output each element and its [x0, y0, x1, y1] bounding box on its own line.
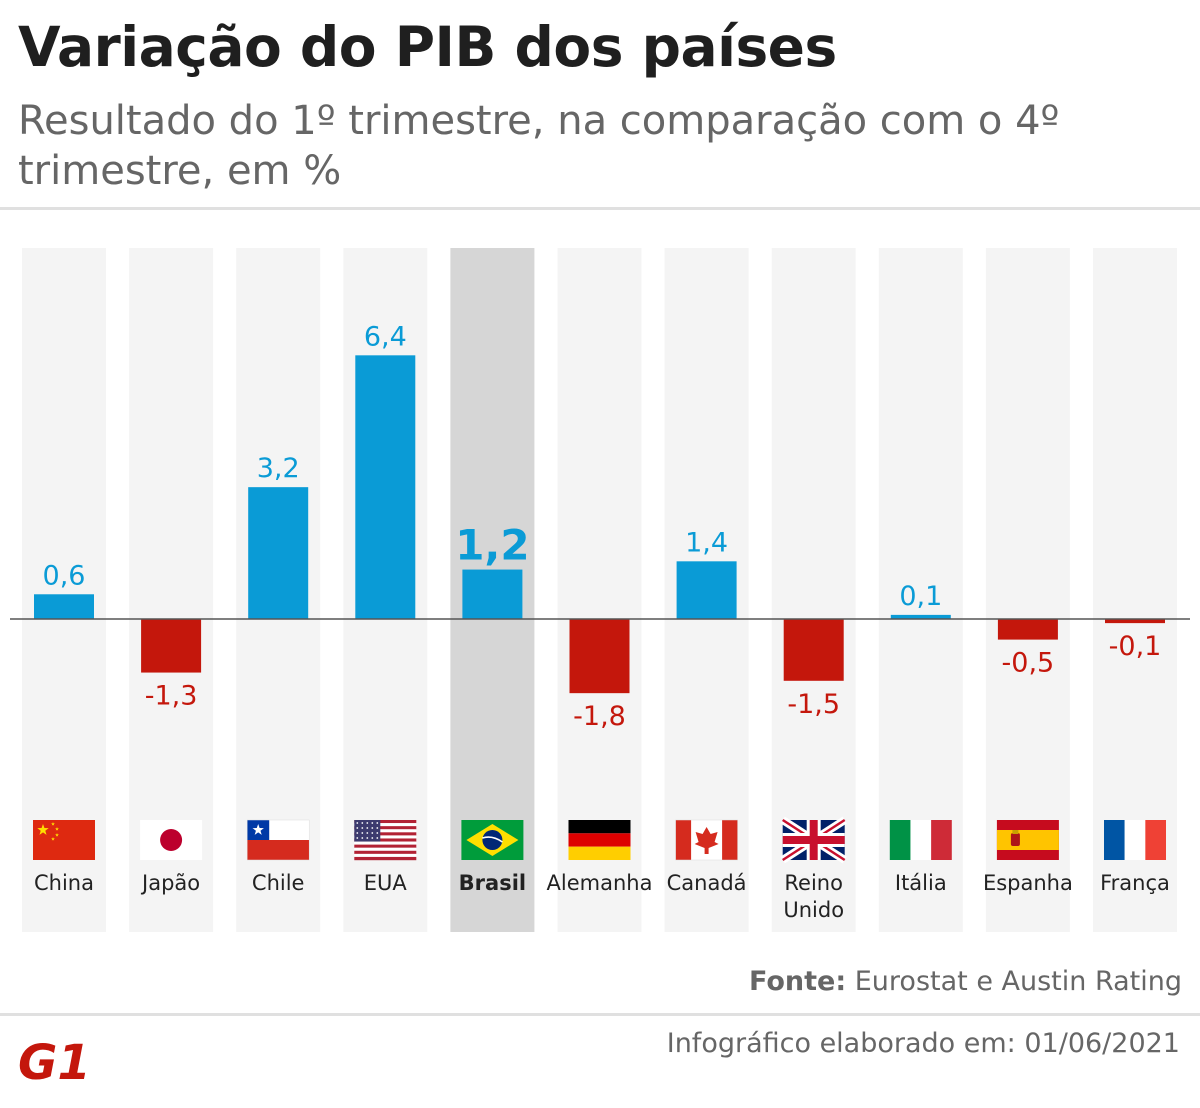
value-label-franca: -0,1 — [1109, 631, 1162, 662]
column-bg-china — [22, 248, 106, 932]
country-label-eua: EUA — [364, 871, 408, 895]
header-divider — [0, 207, 1200, 210]
column-bg-espanha — [985, 248, 1070, 932]
bar-italia — [890, 614, 951, 619]
country-label-brasil: Brasil — [459, 871, 526, 895]
bar-japao — [141, 619, 202, 673]
column-bg-alemanha — [557, 248, 642, 932]
value-label-eua: 6,4 — [364, 321, 407, 352]
country-label-italia: Itália — [895, 871, 947, 895]
value-label-reino-unido: -1,5 — [787, 689, 840, 720]
bar-reino-unido — [783, 619, 844, 681]
country-label-chile: Chile — [252, 871, 305, 895]
value-label-alemanha: -1,8 — [573, 701, 626, 732]
column-bg-japao — [129, 248, 214, 932]
country-label-reino-unido-2: Unido — [783, 898, 844, 922]
value-label-espanha: -0,5 — [1002, 648, 1055, 679]
bar-canada — [676, 561, 737, 619]
country-label-reino-unido-1: Reino — [784, 871, 843, 895]
column-bg-italia — [878, 248, 963, 932]
flag-france-icon — [1104, 820, 1166, 860]
bar-brasil — [462, 569, 523, 619]
infographic-date: Infográfico elaborado em: 01/06/2021 — [666, 1028, 1180, 1059]
country-label-canada: Canadá — [667, 871, 747, 895]
value-label-chile: 3,2 — [257, 453, 300, 484]
value-label-italia: 0,1 — [899, 581, 942, 612]
country-label-china: China — [34, 871, 94, 895]
value-label-brasil: 1,2 — [455, 521, 529, 570]
value-label-japao: -1,3 — [145, 681, 198, 712]
value-label-canada: 1,4 — [685, 527, 728, 558]
bar-china — [34, 594, 94, 619]
bar-franca — [1105, 619, 1165, 624]
flag-uk-icon — [780, 816, 847, 864]
gdp-bar-chart: 0,6 China -1,3 Japão 3,2 Chile 6,4 EUA 1,2 Brasil… — [10, 248, 1190, 932]
country-label-alemanha: Alemanha — [547, 871, 653, 895]
flag-italy-icon — [889, 820, 952, 860]
source-note: Fonte: Eurostat e Austin Rating — [749, 966, 1182, 997]
value-label-china: 0,6 — [43, 560, 86, 591]
flag-spain-icon — [996, 820, 1059, 860]
bar-alemanha — [569, 619, 630, 694]
source-label: Fonte: — [749, 966, 847, 997]
country-label-franca: França — [1100, 871, 1170, 895]
flag-chile-icon — [246, 819, 310, 861]
flag-usa-icon — [354, 820, 417, 861]
column-bg-franca — [1093, 248, 1177, 932]
flag-china-icon — [33, 820, 95, 860]
footer-divider — [0, 1013, 1200, 1016]
flag-canada-icon — [675, 819, 738, 861]
chart-title: Variação do PIB dos países — [18, 15, 837, 79]
country-label-japao: Japão — [140, 871, 200, 895]
chart-subtitle: Resultado do 1º trimestre, na comparação… — [18, 98, 1060, 194]
flag-japan-icon — [140, 820, 203, 860]
bar-eua — [355, 355, 416, 619]
flag-brazil-icon — [461, 820, 524, 860]
g1-logo-text: G1 — [18, 1036, 91, 1084]
source-text: Eurostat e Austin Rating — [854, 966, 1182, 997]
bar-espanha — [997, 619, 1058, 640]
g1-logo: G1 — [18, 1036, 91, 1084]
flag-germany-icon — [568, 820, 631, 860]
country-label-espanha: Espanha — [983, 871, 1073, 895]
bar-chile — [248, 487, 309, 619]
